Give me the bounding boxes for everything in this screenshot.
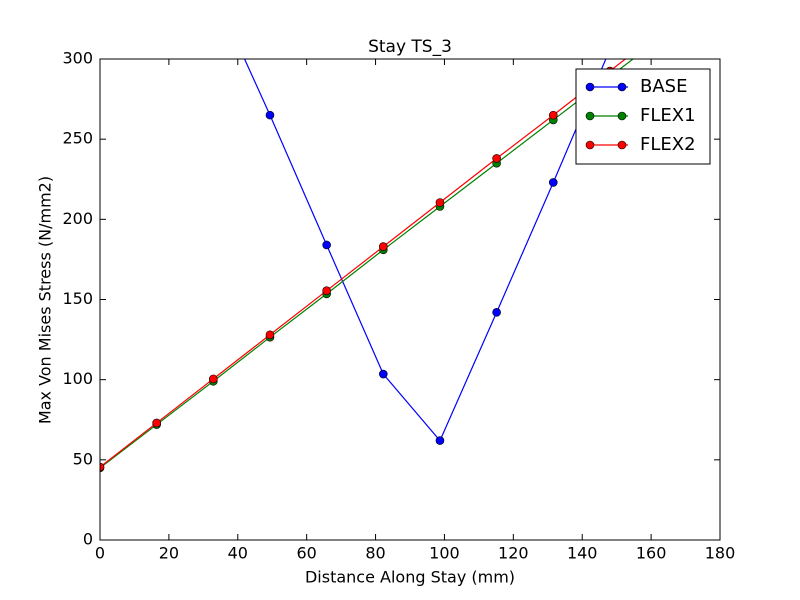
legend-marker xyxy=(585,140,595,150)
chart-title: Stay TS_3 xyxy=(368,37,452,57)
data-point xyxy=(152,418,161,428)
data-point xyxy=(435,436,445,445)
legend-marker xyxy=(617,111,627,121)
data-point xyxy=(548,110,558,120)
y-tick-label: 50 xyxy=(73,449,93,468)
legend-label: BASE xyxy=(640,76,687,97)
data-point xyxy=(265,110,275,120)
x-tick-label: 120 xyxy=(498,544,529,563)
y-tick-label: 200 xyxy=(62,209,93,228)
y-tick-label: 150 xyxy=(62,289,93,308)
legend-marker xyxy=(585,111,595,121)
legend-marker xyxy=(585,82,595,92)
x-tick-label: 40 xyxy=(228,544,248,563)
x-tick-label: 140 xyxy=(567,544,598,563)
y-tick-label: 250 xyxy=(62,129,93,148)
data-point xyxy=(548,178,558,187)
y-axis-label: Max Von Mises Stress (N/mm2) xyxy=(36,176,55,424)
data-point xyxy=(492,154,501,163)
x-tick-label: 60 xyxy=(296,544,316,563)
y-tick-label: 300 xyxy=(62,49,93,68)
data-point xyxy=(435,198,445,207)
data-point xyxy=(100,462,105,472)
y-tick-label: 0 xyxy=(83,530,93,549)
legend-marker xyxy=(617,82,627,92)
data-point xyxy=(322,240,331,250)
x-tick-label: 80 xyxy=(365,544,385,563)
legend-label: FLEX2 xyxy=(640,134,696,155)
data-point xyxy=(209,374,218,384)
y-tick-label: 100 xyxy=(62,369,93,388)
x-tick-label: 160 xyxy=(636,544,667,563)
plot-area xyxy=(100,59,635,473)
data-point xyxy=(379,369,388,379)
x-tick-label: 20 xyxy=(159,544,179,563)
data-point xyxy=(492,308,501,317)
x-tick-label: 180 xyxy=(705,544,736,563)
x-tick-label: 100 xyxy=(429,544,460,563)
x-axis-label: Distance Along Stay (mm) xyxy=(305,568,515,587)
x-tick-label: 0 xyxy=(95,544,105,563)
data-point xyxy=(322,286,331,295)
legend-label: FLEX1 xyxy=(640,105,696,126)
legend-marker xyxy=(617,140,627,150)
data-point xyxy=(379,242,388,251)
data-point xyxy=(265,330,275,340)
